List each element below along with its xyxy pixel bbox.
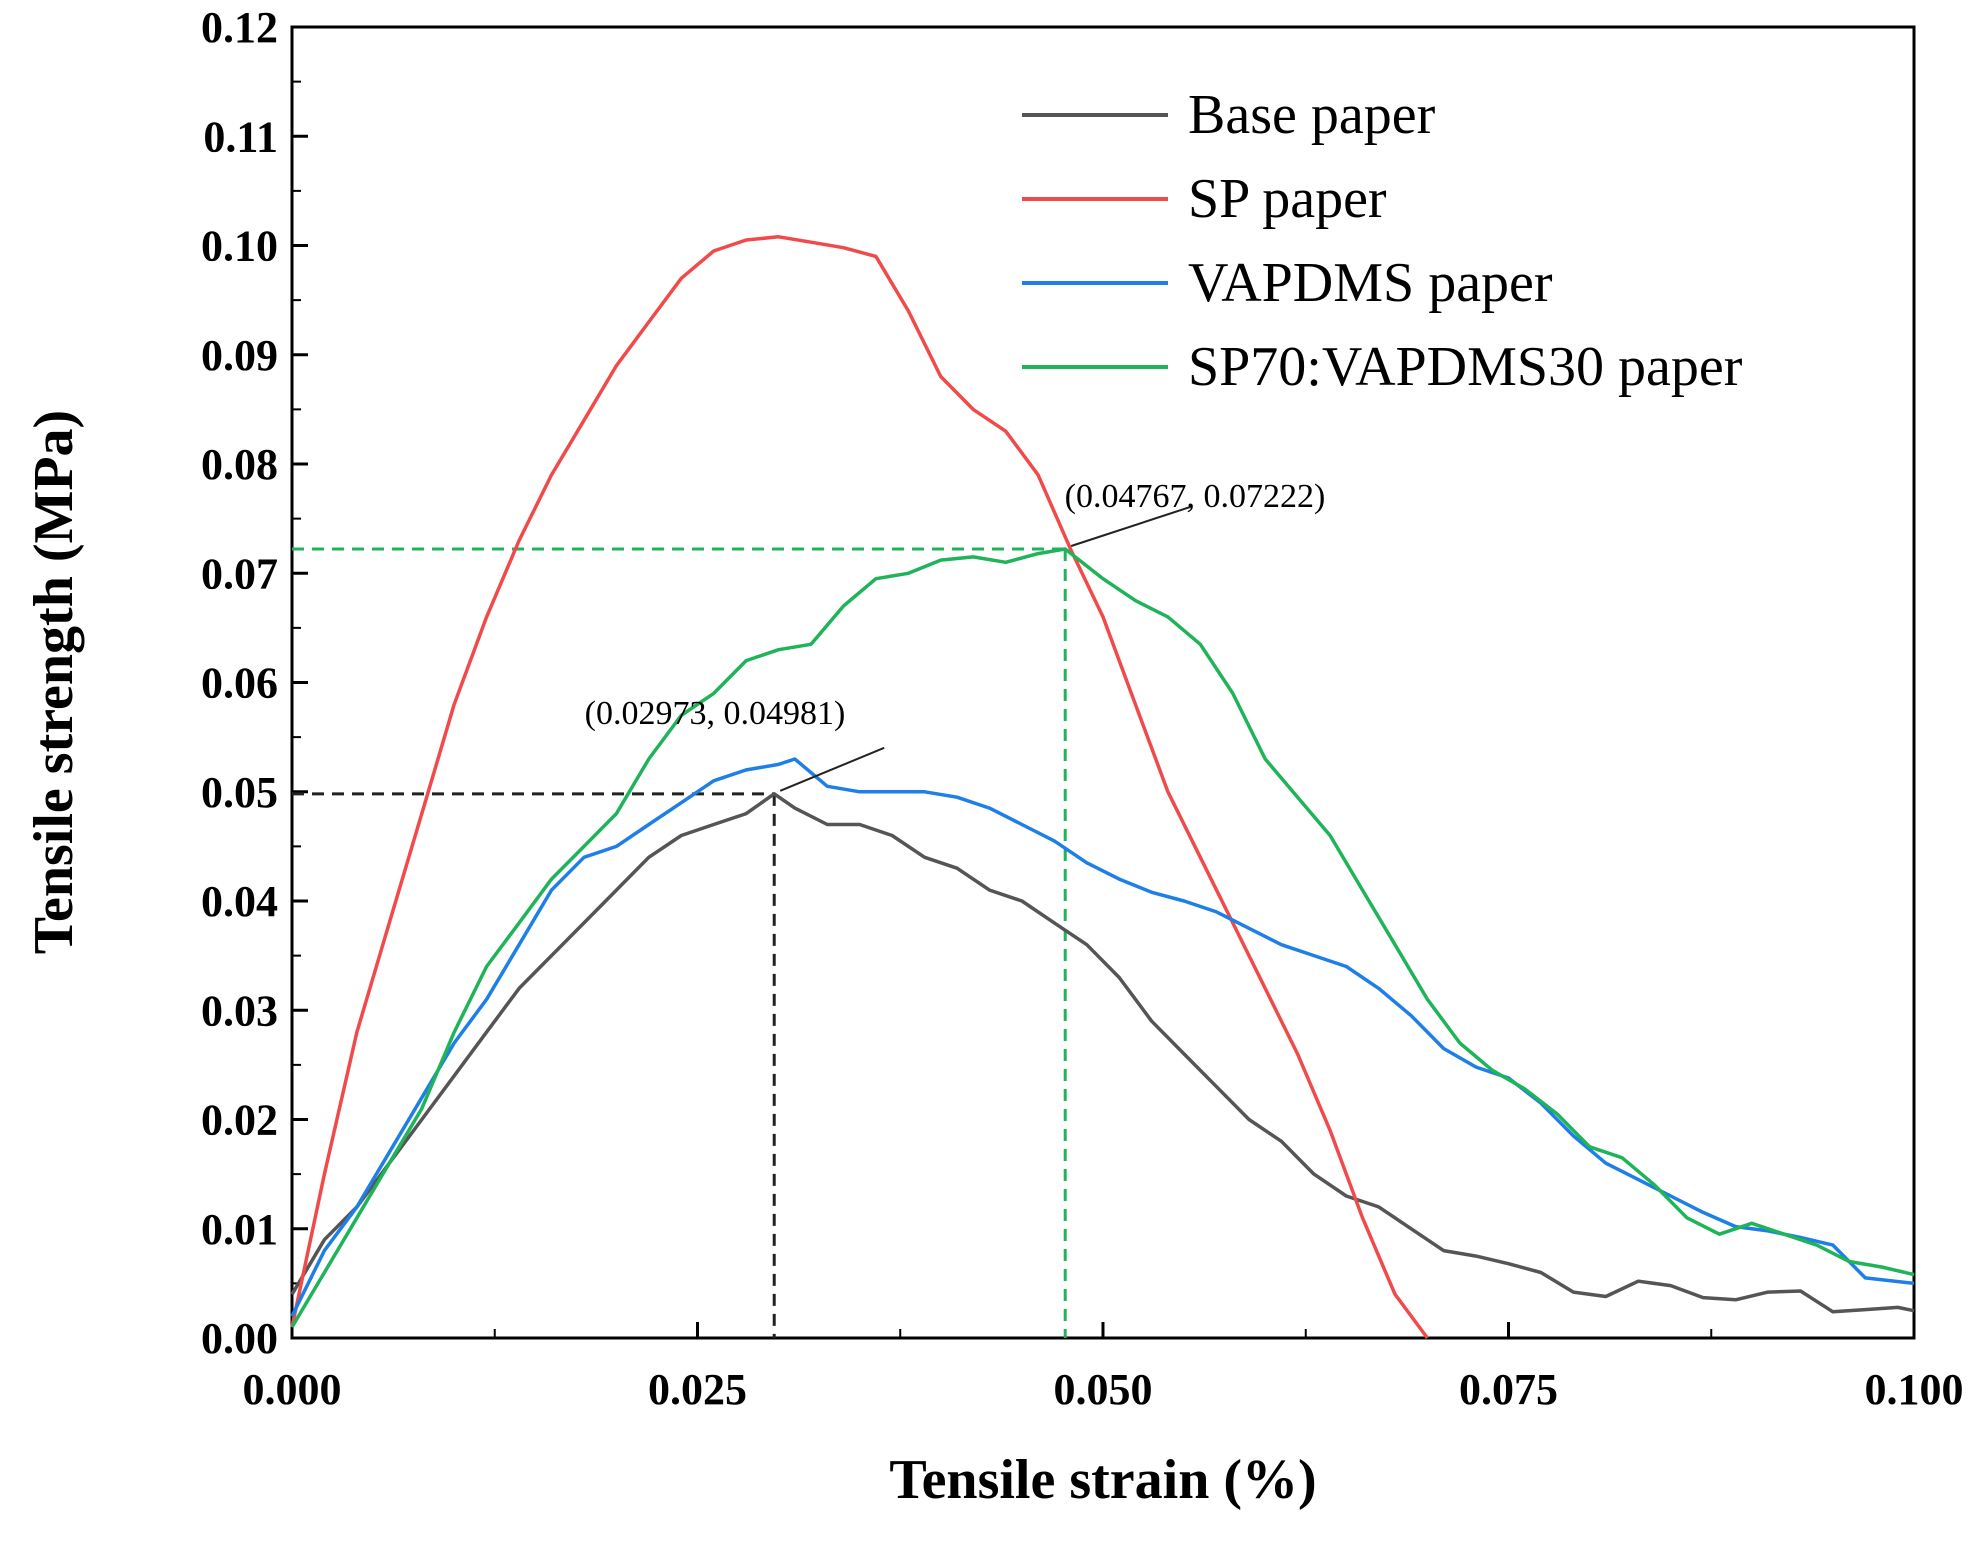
series-lines [290, 235, 1915, 1340]
y-tick-label: 0.06 [201, 659, 278, 708]
plot-frame [290, 25, 1916, 1340]
y-tick-label: 0.11 [203, 112, 278, 161]
x-tick-label: 0.050 [1054, 1365, 1153, 1414]
annotation-label: (0.02973, 0.04981) [585, 695, 846, 732]
legend-label: SP70:VAPDMS30 paper [1188, 336, 1743, 398]
y-tick-label: 0.03 [201, 986, 278, 1035]
series-line-sp-paper [290, 235, 1429, 1340]
y-axis: 0.00 0.01 0.02 0.03 0.04 0.05 0.06 0.07 0.08 0.09… [201, 3, 308, 1363]
x-tick-label: 0.025 [648, 1365, 747, 1414]
y-tick-label: 0.00 [201, 1314, 278, 1363]
y-tick-label: 0.02 [201, 1096, 278, 1145]
x-tick-label: 0.075 [1459, 1365, 1558, 1414]
y-tick-label: 0.01 [201, 1205, 278, 1254]
x-axis: 0.000 0.025 0.050 0.075 0.100 [243, 1322, 1964, 1414]
legend-label: Base paper [1188, 84, 1436, 146]
legend-label: VAPDMS paper [1188, 252, 1553, 314]
series-line-sp70-vapdms30-paper [290, 547, 1915, 1328]
y-tick-label: 0.08 [201, 440, 278, 489]
annotation-leader [1070, 506, 1191, 547]
series-line-base-paper [290, 792, 1915, 1314]
series-line-vapdms-paper [290, 757, 1915, 1317]
y-tick-label: 0.10 [201, 222, 278, 271]
legend: Base paper SP paper VAPDMS paper SP70:VAPDM… [1022, 84, 1743, 398]
y-tick-label: 0.05 [201, 768, 278, 817]
y-tick-label: 0.09 [201, 331, 278, 380]
annotations: (0.02973, 0.04981) (0.04767, 0.07222) [585, 478, 1326, 792]
annotation-leader [779, 746, 885, 792]
annotation-label: (0.04767, 0.07222) [1065, 478, 1326, 515]
x-axis-title: Tensile strain (%) [889, 1449, 1316, 1511]
legend-label: SP paper [1188, 168, 1387, 230]
y-tick-label: 0.12 [201, 3, 278, 52]
y-tick-label: 0.04 [201, 877, 278, 926]
x-tick-label: 0.000 [243, 1365, 342, 1414]
x-tick-label: 0.100 [1865, 1365, 1964, 1414]
y-tick-label: 0.07 [201, 549, 278, 598]
y-axis-title: Tensile strength (MPa) [23, 410, 85, 954]
annotation-guides [292, 547, 1067, 1338]
